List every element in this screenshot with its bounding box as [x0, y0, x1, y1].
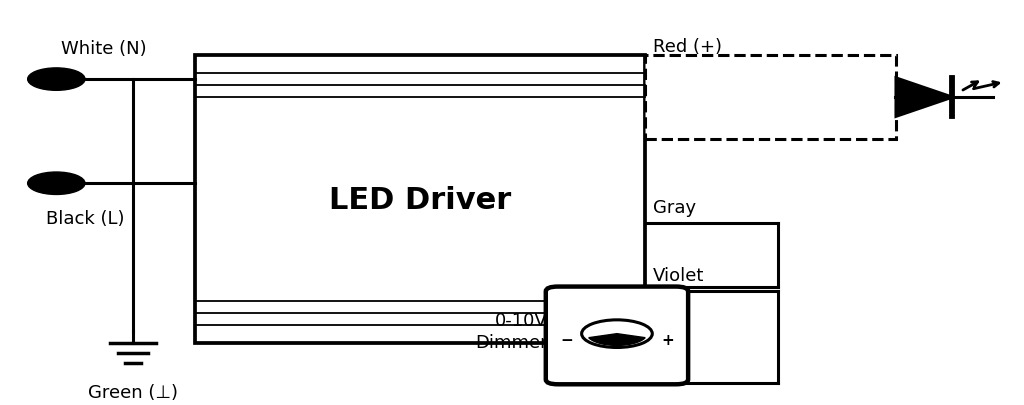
Text: Gray: Gray: [653, 198, 696, 217]
Polygon shape: [589, 334, 645, 345]
FancyBboxPatch shape: [546, 287, 688, 384]
Text: Violet: Violet: [653, 266, 705, 284]
Polygon shape: [896, 79, 952, 117]
Text: White (N): White (N): [61, 40, 147, 58]
Text: +: +: [662, 333, 674, 347]
Text: Black (L): Black (L): [46, 210, 125, 228]
Bar: [195, 56, 645, 343]
Text: Red (+): Red (+): [653, 38, 722, 56]
Text: Black (-): Black (-): [653, 107, 728, 125]
Bar: [645, 56, 896, 140]
Text: −: −: [560, 333, 572, 347]
Circle shape: [28, 69, 85, 91]
Text: LED Driver: LED Driver: [329, 185, 511, 214]
Text: 0-10V
Dimmer: 0-10V Dimmer: [475, 311, 548, 351]
Circle shape: [28, 173, 85, 195]
Text: Green (⊥): Green (⊥): [88, 384, 178, 401]
Circle shape: [582, 320, 652, 347]
